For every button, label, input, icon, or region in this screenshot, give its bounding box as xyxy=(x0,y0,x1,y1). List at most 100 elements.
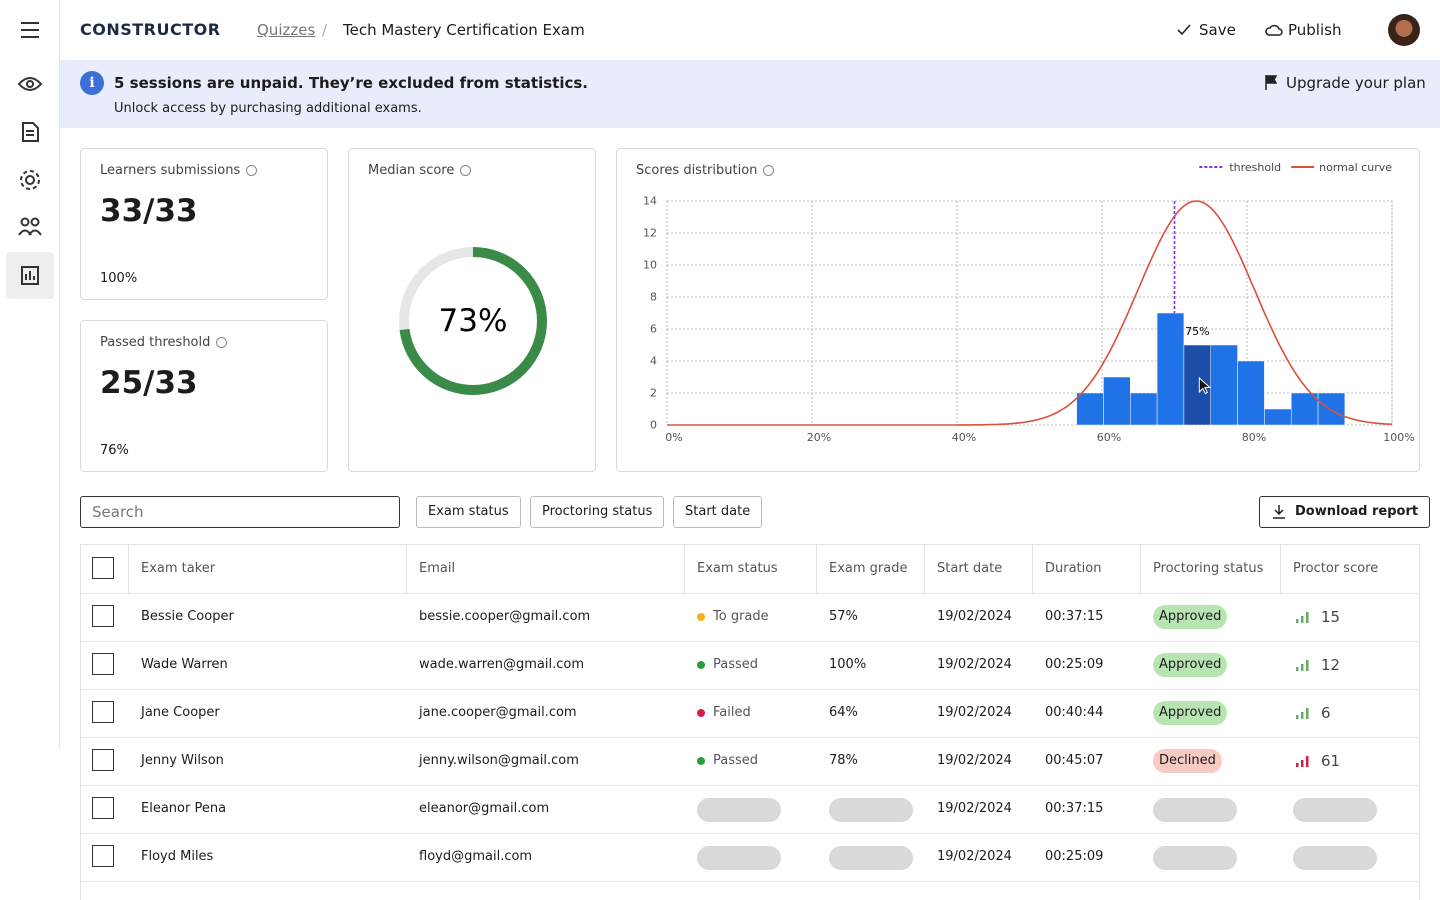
table-cell: eleanor@gmail.com xyxy=(419,785,549,833)
y-tick-label: 0 xyxy=(650,419,657,432)
filter-button[interactable]: Proctoring status xyxy=(530,496,664,528)
table-cell: jenny.wilson@gmail.com xyxy=(419,737,579,785)
top-bar: CONSTRUCTOR Quizzes / Tech Mastery Certi… xyxy=(60,0,1440,61)
logo[interactable]: CONSTRUCTOR xyxy=(80,20,221,39)
table-cell: floyd@gmail.com xyxy=(419,833,532,881)
filter-button[interactable]: Exam status xyxy=(416,496,521,528)
bar xyxy=(1130,393,1157,425)
bar xyxy=(1157,313,1184,425)
checkbox[interactable] xyxy=(92,557,114,579)
stat-percent: 76% xyxy=(100,443,129,458)
bar xyxy=(1103,377,1130,425)
filter-button[interactable]: Start date xyxy=(673,496,762,528)
proctoring-pill: Approved xyxy=(1153,701,1227,725)
y-tick-label: 6 xyxy=(650,323,657,336)
checkbox[interactable] xyxy=(92,701,114,723)
y-tick-label: 14 xyxy=(643,195,657,208)
y-tick-label: 4 xyxy=(650,355,657,368)
table-cell: 19/02/2024 xyxy=(937,785,1012,833)
signal-bar xyxy=(1306,756,1309,767)
column-divider xyxy=(684,545,685,593)
stat-card: Learners submissions33/33100% xyxy=(80,148,328,300)
checkbox[interactable] xyxy=(92,749,114,771)
proctoring-pill: Approved xyxy=(1153,605,1227,629)
skeleton xyxy=(1153,798,1237,822)
breadcrumb-current: Tech Mastery Certification Exam xyxy=(343,21,585,39)
x-tick-label: 20% xyxy=(807,431,831,444)
table-row: Jane Cooperjane.cooper@gmail.comFailed64… xyxy=(81,689,1419,738)
y-tick-label: 12 xyxy=(643,227,657,240)
status-dot xyxy=(697,613,705,621)
column-divider xyxy=(1140,545,1141,593)
proctoring-pill: Declined xyxy=(1153,749,1222,773)
checkbox[interactable] xyxy=(92,845,114,867)
chart-card: Scores distribution 024681012140%20%40%6… xyxy=(616,148,1420,472)
y-tick-label: 10 xyxy=(643,259,657,272)
table-row: Floyd Milesfloyd@gmail.com19/02/202400:2… xyxy=(81,833,1419,882)
signal-icon xyxy=(1295,611,1309,623)
checkbox[interactable] xyxy=(92,653,114,675)
skeleton xyxy=(697,846,781,870)
search-input[interactable]: Search xyxy=(80,496,400,528)
table-cell: 00:37:15 xyxy=(1045,785,1103,833)
publish-icon xyxy=(1265,22,1283,38)
table-cell: 19/02/2024 xyxy=(937,689,1012,737)
table-cell: wade.warren@gmail.com xyxy=(419,641,584,689)
skeleton xyxy=(697,798,781,822)
table-cell: 00:25:09 xyxy=(1045,833,1103,881)
table-cell: 57% xyxy=(829,593,858,641)
sidebar xyxy=(0,0,60,748)
column-header: Email xyxy=(419,545,455,593)
bar xyxy=(1318,393,1345,425)
column-divider xyxy=(1280,545,1281,593)
column-header: Proctor score xyxy=(1293,545,1378,593)
chart: 024681012140%20%40%60%80%100%75%normal c… xyxy=(617,149,1419,471)
signal-bar xyxy=(1301,760,1304,767)
stat-value: 33/33 xyxy=(100,193,198,229)
table-cell: 78% xyxy=(829,737,858,785)
bar xyxy=(1291,393,1318,425)
save-button[interactable]: Save xyxy=(1199,21,1236,39)
status-dot xyxy=(697,709,705,717)
table-cell: 00:25:09 xyxy=(1045,641,1103,689)
status-dot xyxy=(697,757,705,765)
donut: 73% xyxy=(349,149,597,473)
help-icon xyxy=(246,165,257,176)
signal-bar xyxy=(1296,667,1299,671)
proctor-score: 6 xyxy=(1321,689,1331,737)
signal-bar xyxy=(1296,715,1299,719)
banner-text: Unlock access by purchasing additional e… xyxy=(114,101,422,116)
help-icon xyxy=(460,165,471,176)
table-header: Exam takerEmailExam statusExam gradeStar… xyxy=(81,545,1419,594)
skeleton xyxy=(829,798,913,822)
signal-bar xyxy=(1296,763,1299,767)
breadcrumb-link[interactable]: Quizzes xyxy=(257,21,315,39)
checkbox[interactable] xyxy=(92,605,114,627)
signal-bar xyxy=(1301,712,1304,719)
info-icon: i xyxy=(80,71,104,95)
column-header: Exam grade xyxy=(829,545,907,593)
help-icon xyxy=(216,337,227,348)
table: Exam takerEmailExam statusExam gradeStar… xyxy=(80,544,1420,900)
x-tick-label: 60% xyxy=(1097,431,1121,444)
column-divider xyxy=(1032,545,1033,593)
save-icon xyxy=(1176,22,1192,38)
checkbox[interactable] xyxy=(92,797,114,819)
y-tick-label: 8 xyxy=(650,291,657,304)
banner: i 5 sessions are unpaid. They’re exclude… xyxy=(60,60,1440,128)
avatar[interactable] xyxy=(1388,14,1420,46)
upgrade-link[interactable]: Upgrade your plan xyxy=(1286,74,1426,92)
signal-bar xyxy=(1301,616,1304,623)
table-cell: 00:40:44 xyxy=(1045,689,1103,737)
publish-button[interactable]: Publish xyxy=(1288,21,1341,39)
legend-label: normal curve xyxy=(1319,161,1392,174)
proctor-score: 61 xyxy=(1321,737,1340,785)
skeleton xyxy=(1293,846,1377,870)
bar xyxy=(1211,345,1238,425)
x-tick-label: 80% xyxy=(1242,431,1266,444)
x-tick-label: 100% xyxy=(1383,431,1414,444)
column-divider xyxy=(816,545,817,593)
banner-title: 5 sessions are unpaid. They’re excluded … xyxy=(114,74,588,92)
donut-label: 73% xyxy=(439,303,508,339)
x-tick-label: 40% xyxy=(952,431,976,444)
